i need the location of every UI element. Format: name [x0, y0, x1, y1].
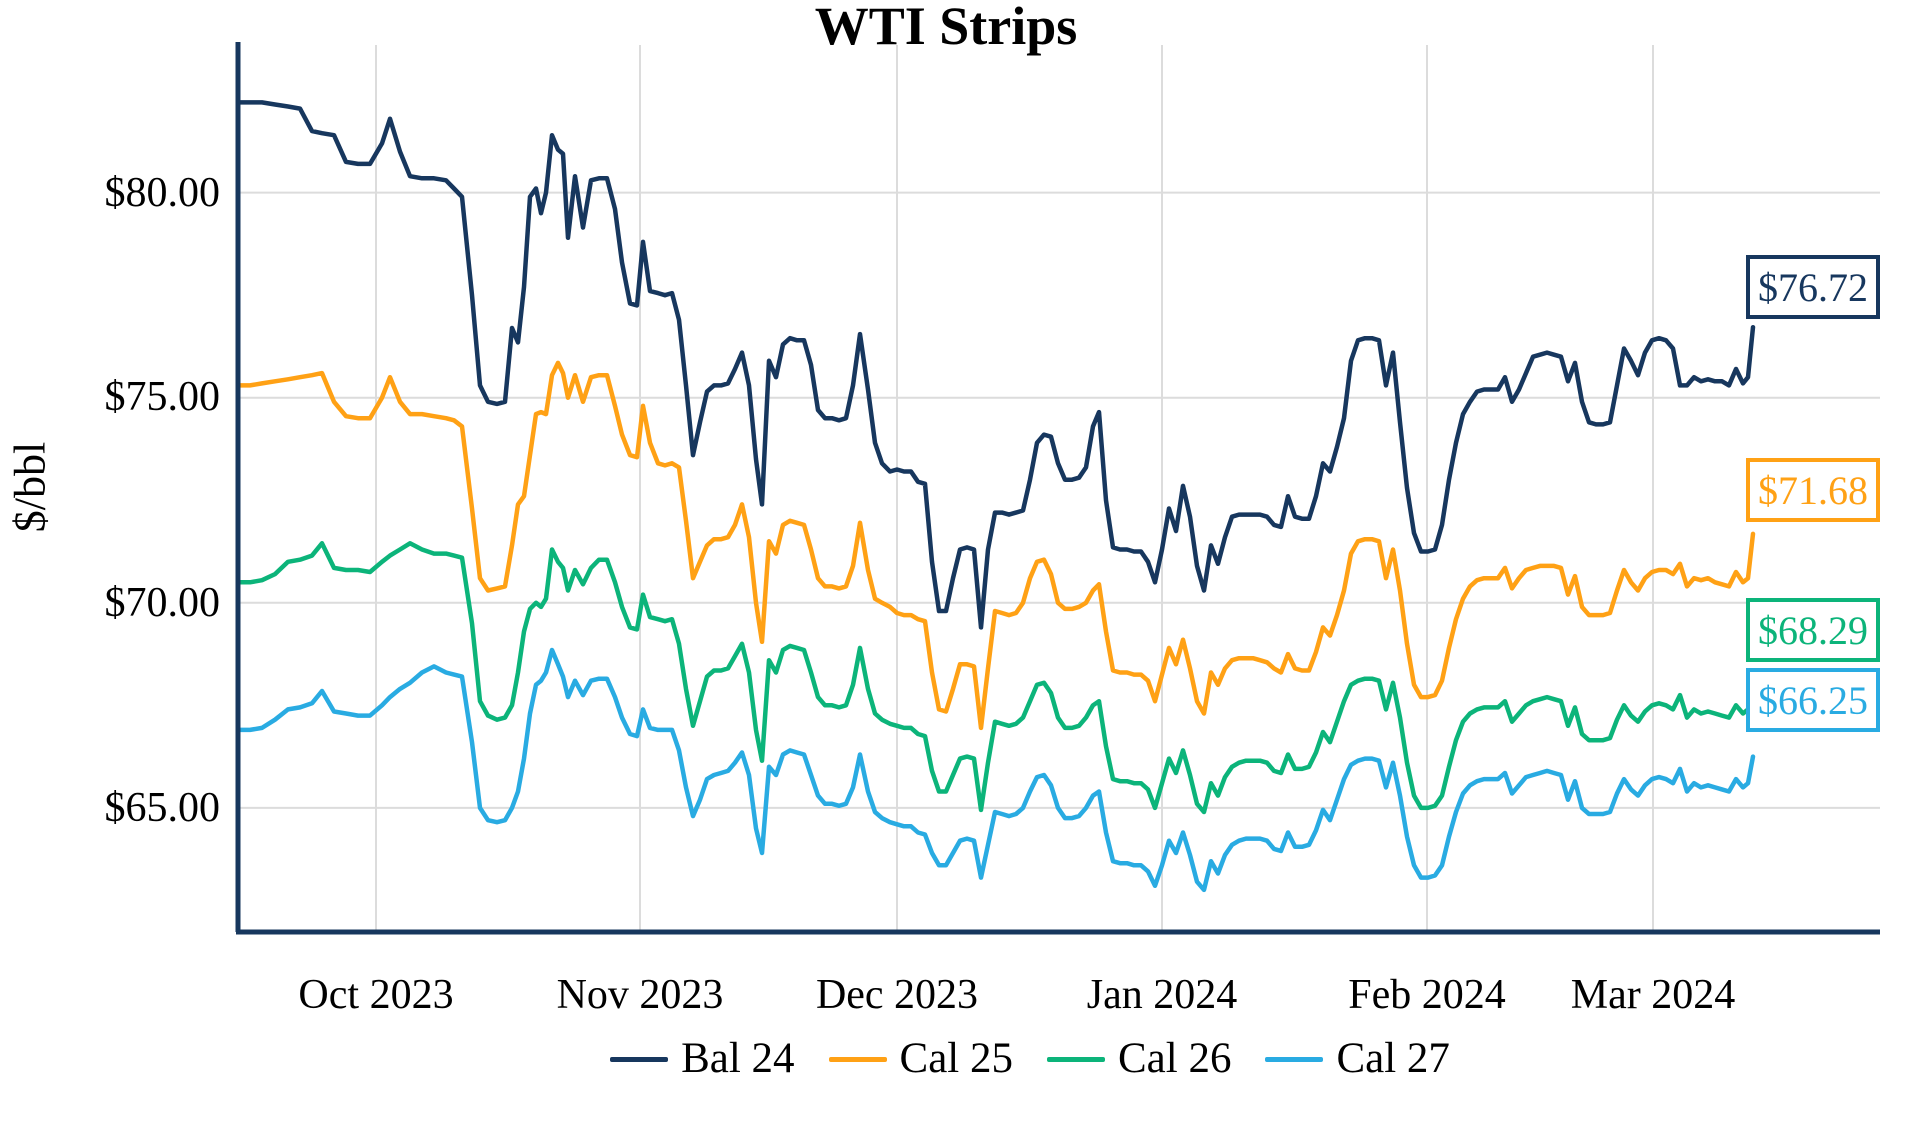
legend-item-cal-25: Cal 25	[828, 1032, 1013, 1086]
cal-27-line-swatch-icon	[1265, 1056, 1324, 1062]
end-value-callout-cal-27: $66.25	[1746, 668, 1880, 732]
x-tick-label-mar-2024: Mar 2024	[1570, 972, 1736, 1018]
bal-24-line-swatch-icon	[610, 1056, 669, 1062]
cal-26-line-swatch-icon	[1047, 1056, 1105, 1062]
series-line-bal-24	[235, 100, 1756, 630]
legend-label-bal-24: Bal 24	[681, 1035, 795, 1082]
legend-item-bal-24: Bal 24	[610, 1032, 795, 1086]
series-line-cal-27	[235, 647, 1756, 893]
legend-label-cal-26: Cal 26	[1118, 1035, 1232, 1082]
cal-25-line-swatch-icon	[828, 1056, 887, 1062]
chart-title: WTI Strips	[814, 0, 1078, 56]
series-line-cal-25	[235, 360, 1756, 731]
legend-item-cal-27: Cal 27	[1265, 1032, 1450, 1086]
y-axis-title: $/bbl	[5, 441, 55, 533]
end-value-callout-cal-25: $71.68	[1746, 458, 1880, 522]
y-tick-label-65: $65.00	[104, 785, 221, 831]
y-tick-label-80: $80.00	[104, 170, 221, 216]
x-tick-label-feb-2024: Feb 2024	[1348, 972, 1506, 1018]
x-tick-label-nov-2023: Nov 2023	[556, 972, 724, 1018]
legend-label-cal-27: Cal 27	[1336, 1035, 1450, 1082]
x-tick-label-oct-2023: Oct 2023	[298, 972, 454, 1018]
end-value-callout-bal-24: $76.72	[1746, 255, 1880, 319]
end-value-callout-cal-26: $68.29	[1746, 598, 1880, 662]
x-tick-label-dec-2023: Dec 2023	[815, 972, 979, 1018]
y-tick-label-75: $75.00	[104, 374, 221, 420]
legend-label-cal-25: Cal 25	[899, 1035, 1013, 1082]
x-tick-label-jan-2024: Jan 2024	[1086, 972, 1238, 1018]
series-line-cal-26	[235, 541, 1756, 815]
y-tick-label-70: $70.00	[104, 580, 221, 626]
legend-item-cal-26: Cal 26	[1047, 1032, 1231, 1086]
legend: Bal 24 Cal 25 Cal 26 Cal 27	[70, 1032, 1920, 1086]
